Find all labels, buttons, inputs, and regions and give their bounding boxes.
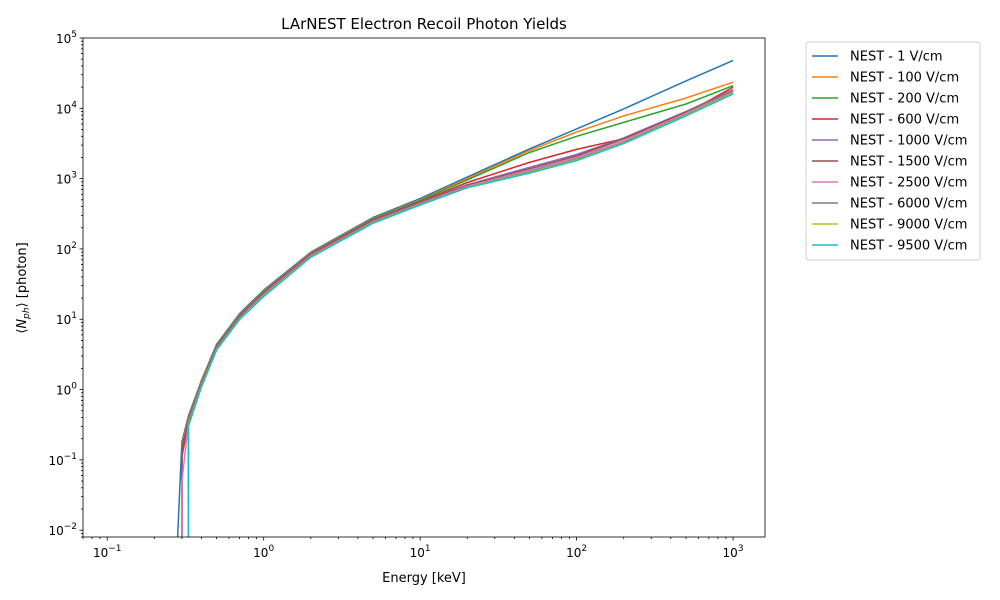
legend-item: NEST - 100 V/cm xyxy=(812,71,959,86)
legend-label: NEST - 2500 V/cm xyxy=(850,176,967,191)
legend: NEST - 1 V/cm NEST - 100 V/cm NEST - 200 V… xyxy=(805,41,981,261)
legend-item: NEST - 200 V/cm xyxy=(812,92,959,107)
legend-item: NEST - 1500 V/cm xyxy=(812,155,967,170)
legend-label: NEST - 6000 V/cm xyxy=(850,197,967,212)
legend-item: NEST - 1000 V/cm xyxy=(812,134,967,149)
legend-item: NEST - 6000 V/cm xyxy=(812,197,967,212)
y-tick-label: 10−2 xyxy=(48,522,77,538)
plot-area xyxy=(82,37,766,538)
legend-label: NEST - 100 V/cm xyxy=(850,71,959,86)
legend-item: NEST - 2500 V/cm xyxy=(812,176,967,191)
series-line-10 xyxy=(187,93,734,537)
y-tick-label: 100 xyxy=(56,382,77,398)
plot-frame xyxy=(82,37,766,538)
legend-item: NEST - 9500 V/cm xyxy=(812,239,967,254)
y-tick-label: 101 xyxy=(56,311,77,327)
legend-item: NEST - 1 V/cm xyxy=(812,50,943,65)
legend-label: NEST - 200 V/cm xyxy=(850,92,959,107)
legend-label: NEST - 1500 V/cm xyxy=(850,155,967,170)
legend-label: NEST - 1 V/cm xyxy=(850,50,943,65)
y-axis: 10−2 10−1 100 101 102 103 104 105 xyxy=(48,30,83,538)
legend-label: NEST - 1000 V/cm xyxy=(850,134,967,149)
legend-label: NEST - 9000 V/cm xyxy=(850,218,967,233)
x-axis-label: Energy [keV] xyxy=(382,571,466,586)
x-tick-label: 102 xyxy=(566,544,587,560)
x-axis: 10−1 100 101 102 103 xyxy=(82,537,744,560)
series-lines xyxy=(176,59,734,537)
legend-label: NEST - 9500 V/cm xyxy=(850,239,967,254)
x-tick-label: 103 xyxy=(723,544,744,560)
y-tick-label: 105 xyxy=(56,30,77,46)
x-tick-label: 101 xyxy=(410,544,431,560)
y-tick-label: 104 xyxy=(56,100,77,116)
legend-box xyxy=(805,41,981,261)
x-tick-label: 100 xyxy=(253,544,274,560)
y-tick-label: 102 xyxy=(56,241,77,257)
x-tick-label: 10−1 xyxy=(93,544,122,560)
y-axis-label: ⟨Nph⟩ [photon] xyxy=(15,242,32,333)
legend-label: NEST - 600 V/cm xyxy=(850,113,959,128)
y-tick-label: 103 xyxy=(56,171,77,187)
chart-title: LArNEST Electron Recoil Photon Yields xyxy=(281,15,567,33)
legend-item: NEST - 9000 V/cm xyxy=(812,218,967,233)
legend-item: NEST - 600 V/cm xyxy=(812,113,959,128)
y-tick-label: 10−1 xyxy=(48,452,77,468)
